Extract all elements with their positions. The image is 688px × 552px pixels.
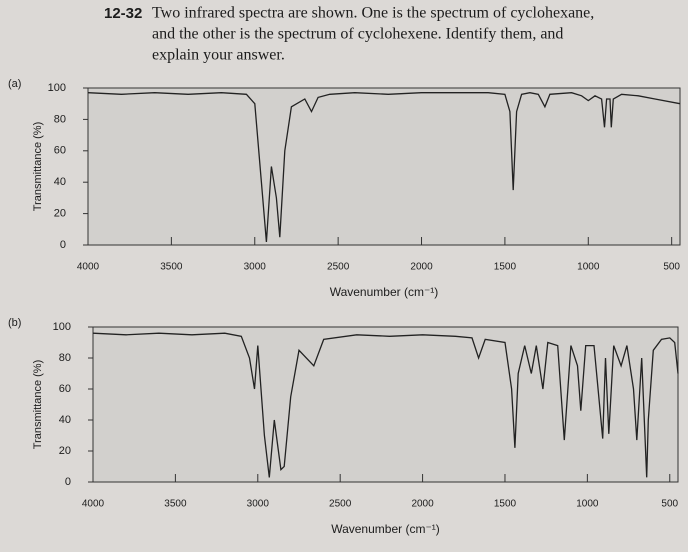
problem-number: 12-32 [104,5,142,22]
x-axis-label: Wavenumber (cm⁻¹) [330,285,439,299]
y-tick-label: 0 [65,476,71,488]
y-axis-label: Transmittance (%) [32,122,44,211]
y-tick-label: 20 [54,208,66,220]
y-tick-label: 80 [59,352,71,364]
x-axis-label: Wavenumber (cm⁻¹) [331,522,440,536]
y-tick-label: 60 [59,383,71,395]
x-tick-label: 500 [661,499,678,510]
y-tick-label: 0 [60,239,66,251]
x-tick-label: 2000 [411,499,434,510]
y-tick-label: 100 [48,82,66,94]
y-tick-label: 100 [53,321,71,333]
x-tick-label: 4000 [77,262,100,273]
x-tick-label: 3500 [160,262,183,273]
plot-frame [92,326,679,483]
x-tick-label: 3500 [164,499,187,510]
x-tick-label: 2000 [410,262,433,273]
spectrum-line [87,92,681,242]
x-tick-label: 1500 [494,262,517,273]
y-tick-label: 40 [54,176,66,188]
x-tick-label: 500 [663,262,680,273]
problem-line: explain your answer. [152,47,285,64]
x-tick-label: 4000 [82,499,105,510]
y-tick-label: 60 [54,145,66,157]
y-axis-label: Transmittance (%) [32,360,44,449]
y-tick-label: 20 [59,445,71,457]
x-tick-label: 3000 [244,262,267,273]
problem-line: and the other is the spectrum of cyclohe… [152,26,563,43]
x-tick-label: 2500 [329,499,352,510]
panel-label: (a) [8,78,21,90]
x-tick-label: 1500 [494,499,517,510]
plot-frame [87,87,681,246]
y-tick-label: 40 [59,414,71,426]
x-tick-label: 2500 [327,262,350,273]
y-tick-label: 80 [54,113,66,125]
x-tick-label: 1000 [576,499,599,510]
panel-label: (b) [8,317,21,329]
problem-line: Two infrared spectra are shown. One is t… [152,5,594,22]
spectrum-line [92,332,679,478]
x-tick-label: 1000 [577,262,600,273]
x-tick-label: 3000 [247,499,270,510]
